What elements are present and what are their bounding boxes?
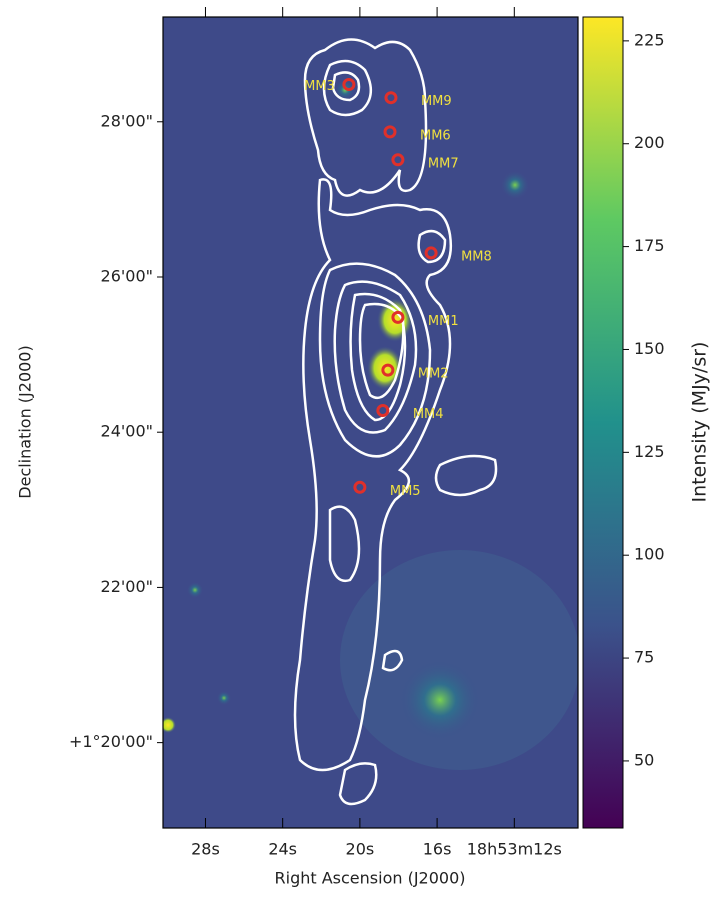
- source-label: MM4: [413, 407, 444, 422]
- colorbar-tick-label: 75: [634, 648, 654, 667]
- source-marker: [376, 403, 390, 417]
- source-marker: [424, 246, 438, 260]
- frame: [162, 16, 579, 829]
- source-marker: [381, 363, 395, 377]
- colorbar-tick-label: 100: [634, 545, 665, 564]
- colorbar-tick-label: 50: [634, 750, 654, 769]
- y-tick-label: 26'00": [101, 266, 153, 285]
- source-label: MM8: [461, 249, 492, 264]
- x-tick-label: 20s: [346, 840, 375, 859]
- x-tick-label: 18h53m12s: [467, 840, 562, 859]
- source-label: MM9: [421, 94, 452, 109]
- source-label: MM6: [420, 128, 451, 143]
- y-tick-label: +1°20'00": [69, 732, 153, 751]
- source-marker: [383, 125, 397, 139]
- y-tick-label: 22'00": [101, 577, 153, 596]
- colorbar-label: Intensity (MJy/sr): [689, 342, 711, 503]
- source-label: MM1: [428, 314, 459, 329]
- x-tick-label: 28s: [191, 840, 220, 859]
- source-label: MM5: [390, 484, 421, 499]
- source-label: MM7: [428, 156, 459, 171]
- colorbar: [582, 16, 624, 829]
- source-label: MM3: [304, 79, 335, 94]
- x-tick-label: 16s: [423, 840, 452, 859]
- y-axis-label: Declination (J2000): [16, 345, 35, 498]
- source-marker: [353, 480, 367, 494]
- colorbar-tick-label: 150: [634, 339, 665, 358]
- colorbar-tick-label: 125: [634, 442, 665, 461]
- contours: [293, 38, 498, 806]
- source-marker: [342, 78, 356, 92]
- colorbar-tick-label: 225: [634, 30, 665, 49]
- source-marker: [391, 153, 405, 167]
- x-axis-label: Right Ascension (J2000): [275, 869, 466, 888]
- source-marker: [384, 91, 398, 105]
- colorbar-tick-label: 200: [634, 133, 665, 152]
- x-tick-label: 24s: [268, 840, 297, 859]
- y-tick-label: 24'00": [101, 422, 153, 441]
- source-marker: [391, 310, 405, 324]
- source-label: MM2: [418, 367, 449, 382]
- image: [163, 17, 578, 828]
- y-tick-label: 28'00": [101, 111, 153, 130]
- colorbar-tick-label: 175: [634, 236, 665, 255]
